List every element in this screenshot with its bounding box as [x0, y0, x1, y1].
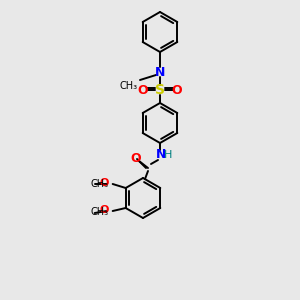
- Text: O: O: [99, 178, 109, 188]
- Text: O: O: [99, 205, 109, 215]
- Text: CH₃: CH₃: [120, 81, 138, 91]
- Text: H: H: [164, 150, 172, 160]
- Text: O: O: [131, 152, 141, 164]
- Text: N: N: [156, 148, 166, 161]
- Text: N: N: [155, 65, 165, 79]
- Text: O: O: [172, 83, 182, 97]
- Text: O: O: [138, 83, 148, 97]
- Text: CH₃: CH₃: [91, 207, 109, 217]
- Text: S: S: [155, 83, 165, 97]
- Text: CH₃: CH₃: [91, 179, 109, 189]
